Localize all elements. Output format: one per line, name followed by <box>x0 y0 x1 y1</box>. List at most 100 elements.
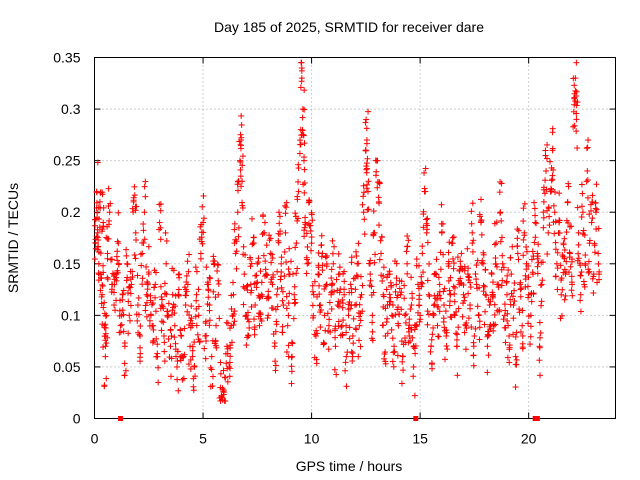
data-point <box>562 292 569 299</box>
axis-ticks <box>94 57 616 419</box>
data-point <box>345 312 352 319</box>
data-point <box>213 322 220 329</box>
data-point <box>424 239 431 246</box>
data-point <box>531 199 538 206</box>
data-point <box>495 284 502 291</box>
data-point <box>292 210 299 217</box>
data-point <box>578 181 585 188</box>
data-point <box>434 322 441 329</box>
data-point <box>393 281 400 288</box>
data-point <box>383 286 390 293</box>
data-point <box>396 277 403 284</box>
data-point <box>179 376 186 383</box>
data-point <box>438 228 445 235</box>
data-point <box>532 219 539 226</box>
data-point <box>480 249 487 256</box>
data-point <box>585 258 592 265</box>
data-point <box>502 307 509 314</box>
data-point <box>469 248 476 255</box>
data-point <box>95 215 102 222</box>
data-point <box>472 270 479 277</box>
data-point <box>172 340 179 347</box>
data-point <box>111 302 118 309</box>
data-point <box>497 178 504 185</box>
data-point <box>120 287 127 294</box>
y-tick-labels: 0 0.05 0.1 0.15 0.2 0.25 0.3 0.35 <box>53 50 80 427</box>
data-point <box>309 282 316 289</box>
data-point <box>395 320 402 327</box>
data-point <box>461 297 468 304</box>
data-point <box>217 359 224 366</box>
data-point <box>573 128 580 135</box>
data-point <box>558 291 565 298</box>
data-point <box>521 200 528 207</box>
data-point <box>466 274 473 281</box>
data-point <box>335 303 342 310</box>
data-point <box>341 291 348 298</box>
data-point <box>550 166 557 173</box>
data-point <box>137 251 144 258</box>
data-point <box>229 313 236 320</box>
x-tick-label: 10 <box>304 431 320 447</box>
data-point <box>388 326 395 333</box>
data-point <box>319 267 326 274</box>
data-point <box>529 248 536 255</box>
data-point <box>384 315 391 322</box>
data-point <box>324 310 331 317</box>
data-point <box>189 343 196 350</box>
data-point <box>102 313 109 320</box>
data-point <box>384 274 391 281</box>
data-point <box>282 210 289 217</box>
data-point <box>346 298 353 305</box>
data-point <box>104 276 111 283</box>
data-point <box>98 275 105 282</box>
data-point <box>276 220 283 227</box>
data-point <box>291 291 298 298</box>
data-point <box>470 352 477 359</box>
data-point <box>389 358 396 365</box>
data-point <box>551 209 558 216</box>
data-point <box>207 275 214 282</box>
data-point <box>311 331 318 338</box>
data-point <box>365 206 372 213</box>
data-point <box>532 212 539 219</box>
data-point <box>451 312 458 319</box>
data-point <box>216 315 223 322</box>
data-point <box>386 291 393 298</box>
data-point <box>384 330 391 337</box>
data-point <box>565 219 572 226</box>
data-point <box>272 367 279 374</box>
data-point <box>421 169 428 176</box>
data-point <box>492 255 499 262</box>
data-point <box>328 306 335 313</box>
data-point <box>288 368 295 375</box>
data-point <box>339 296 346 303</box>
data-point <box>199 203 206 210</box>
data-point <box>328 266 335 273</box>
data-point <box>561 247 568 254</box>
data-point <box>502 339 509 346</box>
data-point <box>246 318 253 325</box>
data-point <box>469 240 476 247</box>
data-point <box>317 302 324 309</box>
data-point <box>368 335 375 342</box>
data-point <box>394 292 401 299</box>
data-point <box>365 108 372 115</box>
data-point <box>328 289 335 296</box>
data-point <box>163 237 170 244</box>
data-point <box>233 265 240 272</box>
data-point <box>514 235 521 242</box>
data-point <box>467 284 474 291</box>
data-point <box>167 343 174 350</box>
data-point <box>376 256 383 263</box>
data-point <box>196 236 203 243</box>
data-point <box>453 330 460 337</box>
data-point <box>303 230 310 237</box>
data-point <box>543 167 550 174</box>
data-point <box>534 263 541 270</box>
data-point <box>574 145 581 152</box>
data-point <box>520 252 527 259</box>
data-point <box>231 318 238 325</box>
data-point <box>504 354 511 361</box>
data-point <box>470 362 477 369</box>
